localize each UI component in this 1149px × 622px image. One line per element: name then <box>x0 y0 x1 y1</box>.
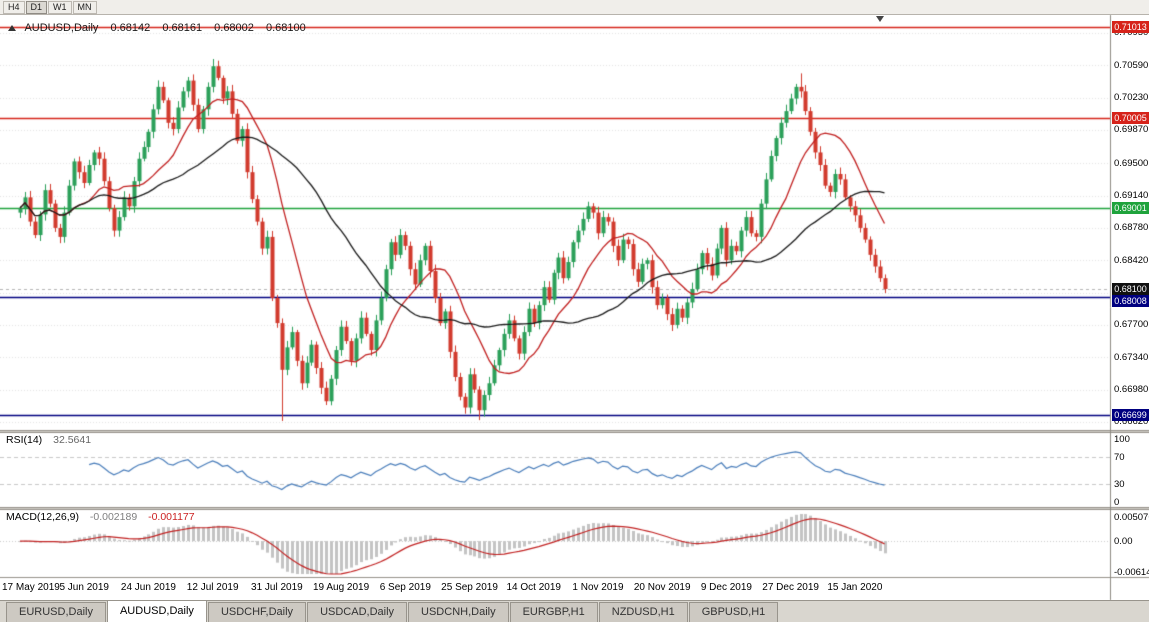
chart-tab-usdcad-daily[interactable]: USDCAD,Daily <box>307 602 408 622</box>
period-button-H4[interactable]: H4 <box>3 0 25 14</box>
chart-tab-bar: EURUSD,Daily AUDUSD,Daily USDCHF,Daily USDC… <box>0 600 1149 622</box>
period-button-MN[interactable]: MN <box>72 0 97 14</box>
chart-tab-usdchf-daily[interactable]: USDCHF,Daily <box>207 602 307 622</box>
chart-tab-gbpusd-h1[interactable]: GBPUSD,H1 <box>688 602 779 622</box>
chart-tab-usdcnh-daily[interactable]: USDCNH,Daily <box>408 602 509 622</box>
chart-tab-eurgbp-h1[interactable]: EURGBP,H1 <box>509 602 598 622</box>
chart-tab-eurusd-daily[interactable]: EURUSD,Daily <box>6 602 106 622</box>
period-button-D1[interactable]: D1 <box>25 0 48 14</box>
chart-tab-nzdusd-h1[interactable]: NZDUSD,H1 <box>598 602 688 622</box>
period-button-W1[interactable]: W1 <box>48 0 72 14</box>
timeframe-toolbar: H4 D1 W1 MN <box>0 0 1149 15</box>
chart-tab-audusd-daily[interactable]: AUDUSD,Daily <box>106 600 207 622</box>
